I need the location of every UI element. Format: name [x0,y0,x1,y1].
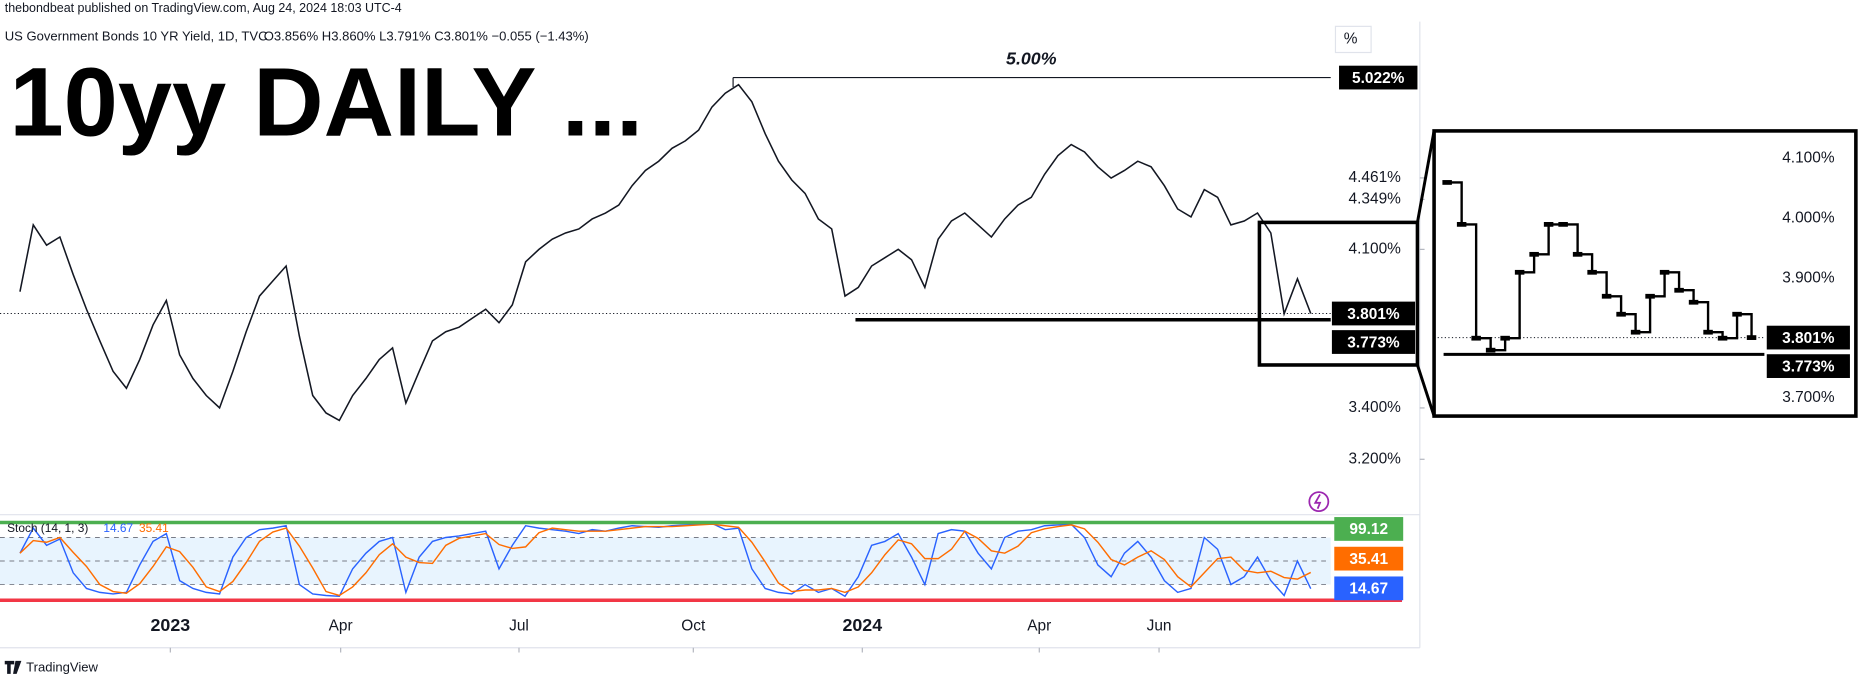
zoom-connector [1415,130,1436,223]
inset-y-tick-label: 4.000% [1782,209,1835,226]
inset-bar [1645,293,1655,299]
price-line [19,83,1312,422]
inset-bar [1500,335,1510,341]
price-box [1331,330,1416,354]
price-box-label: 3.773% [1347,334,1400,351]
zoom-connector [1416,364,1436,417]
brand-logo [4,660,22,674]
inset-y-tick-label: 3.900% [1782,269,1835,286]
inset-bar [1485,347,1496,353]
annotation: 5.00% [1006,48,1057,68]
price-box-label: 14.67 [1349,581,1388,598]
inset-bar [1456,221,1467,227]
price-box-label: 99.12 [1349,521,1388,538]
y-tick-label: 4.461% [1349,169,1402,186]
inset-bar [1732,311,1742,317]
inset-connector [1447,181,1753,352]
price-box-label: 5.022% [1352,70,1405,87]
inset-bar [1717,335,1728,341]
price-box [1334,576,1404,601]
stoch-d-value: 35.41 [139,521,169,535]
price-box [1766,354,1850,378]
stoch-k-value: 14.67 [103,521,133,535]
inset-bar [1601,293,1612,299]
inset-bar [1746,335,1757,340]
inset-bar [1674,287,1684,293]
price-box [1339,65,1418,90]
inset-bar [1514,269,1525,275]
price-box [1766,325,1850,350]
inset-bar [1442,180,1452,185]
alert-icon-bolt [1313,494,1322,510]
scale-button[interactable]: % [1344,31,1358,48]
inset-bar [1587,269,1597,275]
price-box [1331,301,1416,326]
symbol: US Government Bonds 10 YR Yield, 1D, TVC [5,29,268,44]
brand: TradingView [26,659,98,674]
x-tick-label: Oct [681,617,706,634]
inset-bar [1558,221,1568,227]
price-box-label: 3.801% [1347,306,1400,323]
x-tick-label: 2023 [151,615,191,635]
alert-icon[interactable] [1308,491,1330,513]
x-tick-label: Jul [509,617,529,634]
inset-bar [1543,221,1554,227]
inset-bar [1659,269,1670,275]
stoch-line [19,523,1312,597]
price-box-label: 35.41 [1349,551,1388,568]
inset-y-tick-label: 3.700% [1782,389,1835,406]
inset-bar [1572,251,1583,257]
zoom-frame [1257,220,1420,367]
inset-bar [1471,335,1481,341]
price-box-label: 3.773% [1782,358,1835,375]
x-tick-label: Apr [1027,617,1051,634]
publisher: thebondbeat published on TradingView.com… [5,1,402,15]
inset-bar [1688,299,1699,305]
headline: 10yy DAILY ... [10,47,644,156]
inset-bar [1616,311,1626,317]
price-box-label: 3.801% [1782,330,1835,347]
x-tick-label: 2024 [842,615,882,635]
stoch-title: Stoch (14, 1, 3) [7,521,88,535]
y-tick-label: 4.349% [1349,191,1402,208]
y-tick-label: 3.400% [1349,399,1402,416]
inset-y-tick-label: 4.100% [1782,150,1835,167]
x-tick-label: Jun [1147,617,1172,634]
scale-button-box[interactable] [1334,25,1372,54]
price-box [1334,517,1404,541]
y-tick-label: 4.100% [1349,240,1402,257]
inset-bar [1703,329,1713,335]
y-tick-label: 3.200% [1349,450,1402,467]
price-box [1334,546,1404,571]
ohlc: O3.856% H3.860% L3.791% C3.801% −0.055 (… [264,29,589,44]
inset-bar [1630,329,1641,335]
x-tick-label: Apr [329,617,353,634]
inset-bar [1529,251,1539,257]
